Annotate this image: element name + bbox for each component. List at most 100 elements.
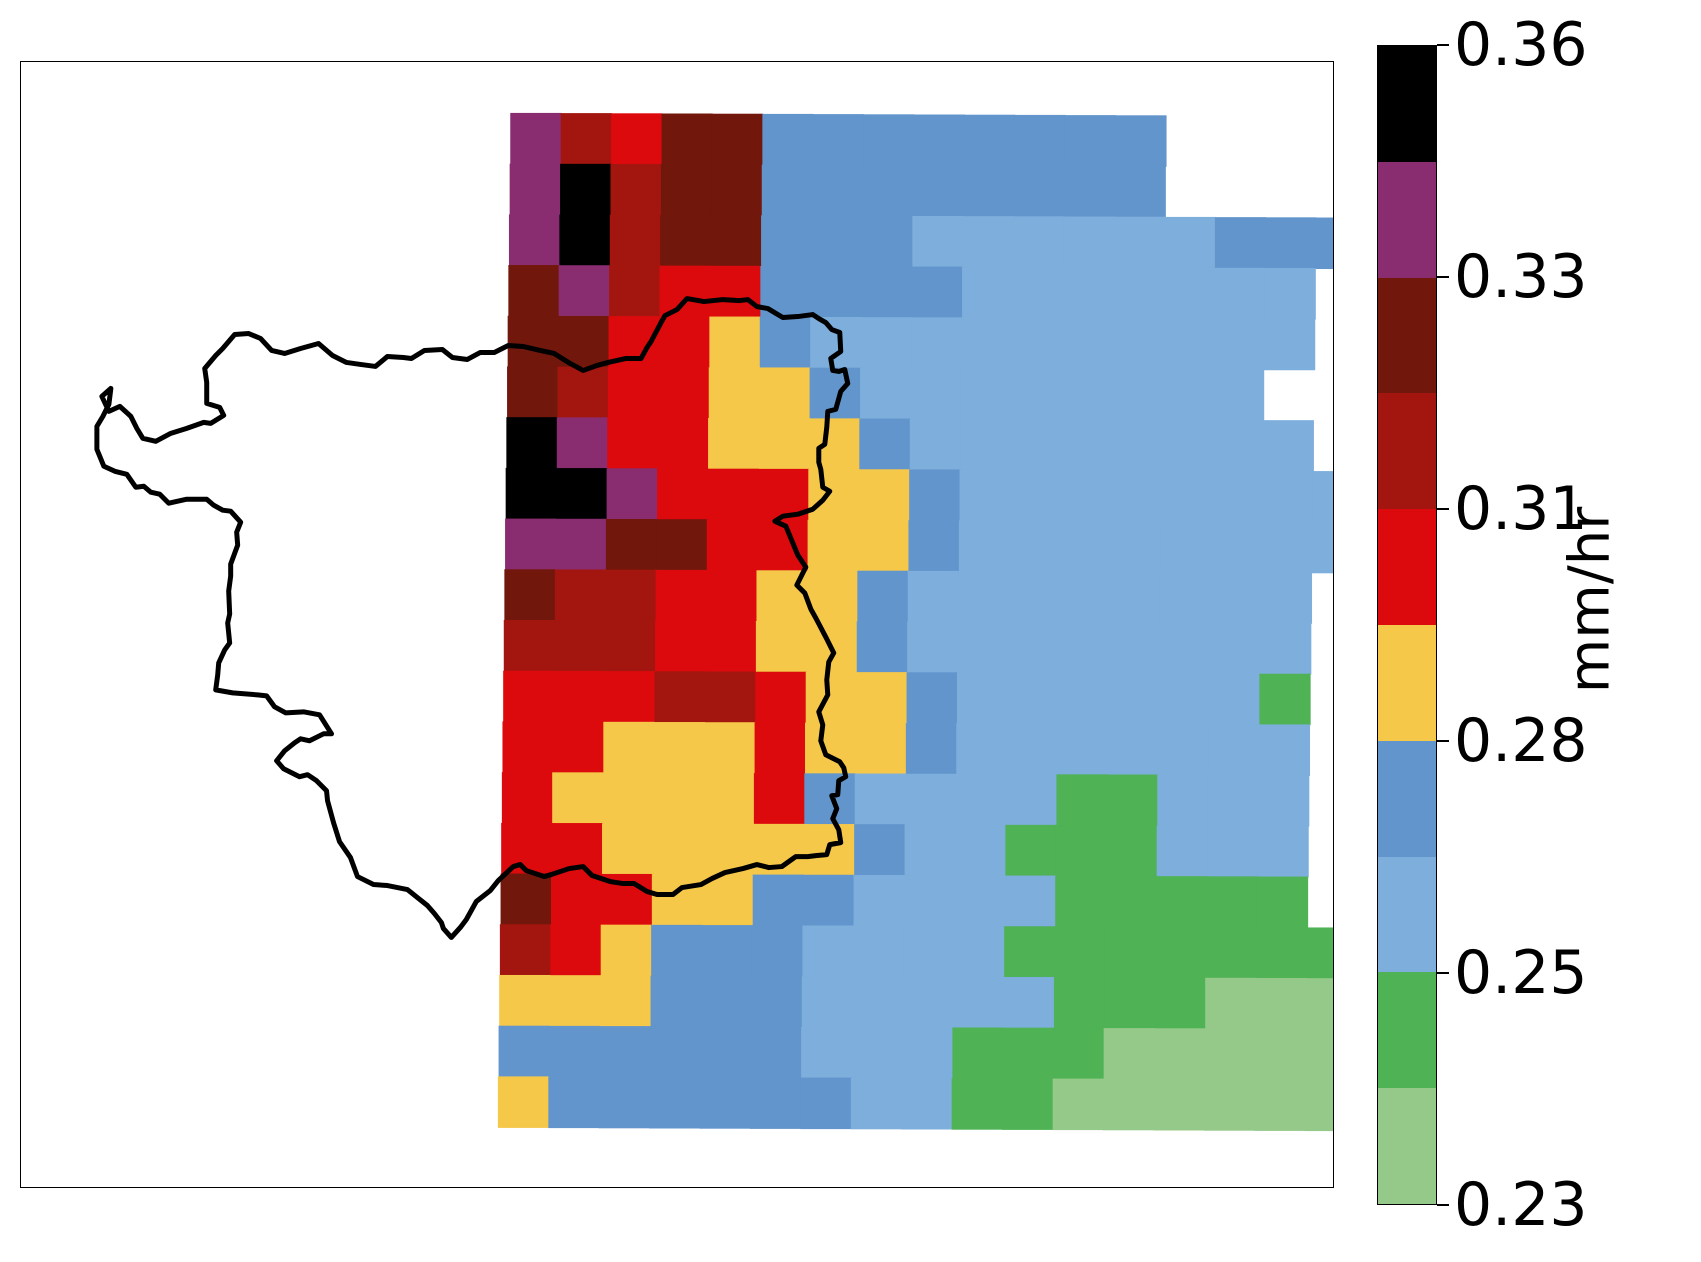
grid-cell — [1212, 369, 1265, 421]
grid-cell — [1014, 114, 1066, 167]
grid-cell — [761, 215, 813, 267]
grid-cell — [1053, 977, 1106, 1029]
grid-cell — [910, 368, 962, 420]
grid-cell — [501, 772, 554, 824]
grid-cell — [556, 468, 608, 520]
grid-cell — [860, 317, 912, 369]
grid-cell — [498, 1025, 550, 1078]
grid-cell — [700, 1026, 752, 1078]
grid-cell — [1007, 622, 1060, 674]
grid-cell — [708, 367, 760, 419]
grid-cell — [1002, 1027, 1055, 1080]
grid-cell — [1114, 166, 1166, 218]
grid-cell — [1055, 875, 1107, 928]
grid-cell — [1205, 977, 1257, 1030]
grid-cell — [750, 1026, 802, 1079]
grid-cell — [958, 520, 1011, 572]
grid-cell — [1211, 470, 1263, 523]
grid-cell — [1254, 1079, 1306, 1131]
grid-cell — [1212, 419, 1264, 472]
grid-cell — [611, 113, 663, 165]
grid-cell — [658, 367, 710, 419]
precipitation-map — [94, 112, 1333, 1132]
grid-cell — [655, 620, 707, 673]
grid-cell — [650, 975, 702, 1028]
grid-cell — [1256, 876, 1309, 929]
grid-cell — [1264, 318, 1316, 371]
colorbar-tick-mark — [1437, 740, 1449, 742]
grid-cell — [755, 671, 807, 724]
map-frame — [20, 61, 1334, 1188]
grid-cell — [802, 925, 854, 977]
grid-cell — [1207, 774, 1259, 827]
grid-cell — [1012, 267, 1064, 319]
grid-cell — [1214, 267, 1266, 320]
precipitation-grid — [497, 112, 1333, 1132]
grid-cell — [913, 114, 965, 167]
grid-cell — [653, 722, 705, 774]
grid-cell — [560, 113, 612, 165]
grid-cell — [852, 976, 904, 1028]
grid-cell — [1207, 825, 1259, 878]
grid-cell — [953, 926, 1005, 978]
grid-cell — [751, 975, 803, 1028]
grid-cell — [707, 468, 759, 521]
grid-cell — [1304, 1079, 1333, 1132]
grid-cell — [752, 874, 804, 927]
colorbar-tick-label: 0.23 — [1454, 1170, 1588, 1240]
grid-cell — [1162, 369, 1214, 421]
grid-cell — [862, 165, 914, 217]
grid-cell — [1108, 673, 1160, 725]
grid-cell — [1264, 268, 1316, 320]
grid-cell — [1010, 419, 1062, 471]
grid-cell — [963, 165, 1015, 217]
grid-cell — [553, 670, 605, 723]
grid-cell — [854, 824, 906, 876]
grid-cell — [907, 621, 959, 674]
grid-cell — [1158, 673, 1210, 725]
grid-cell — [853, 874, 905, 927]
grid-cell — [1210, 572, 1262, 624]
grid-cell — [1115, 115, 1167, 167]
grid-cell — [651, 924, 703, 977]
colorbar-swatch — [1378, 46, 1436, 162]
grid-cell — [1057, 672, 1109, 725]
grid-cell — [550, 873, 603, 926]
grid-cell — [1063, 216, 1115, 269]
grid-cell — [1164, 216, 1216, 269]
grid-cell — [1154, 1028, 1206, 1080]
grid-cell — [548, 1076, 600, 1129]
grid-cell — [557, 366, 609, 419]
grid-cell — [955, 773, 1007, 826]
grid-cell — [552, 721, 605, 774]
grid-cell — [953, 976, 1005, 1029]
grid-cell — [1064, 165, 1116, 218]
grid-cell — [805, 671, 857, 724]
colorbar-tick-label: 0.33 — [1454, 242, 1588, 312]
grid-cell — [1312, 471, 1333, 523]
grid-cell — [905, 723, 958, 775]
grid-cell — [1009, 469, 1062, 522]
grid-cell — [903, 875, 956, 927]
grid-cell — [1260, 623, 1312, 675]
grid-cell — [960, 418, 1012, 471]
grid-cell — [751, 925, 804, 977]
colorbar-tick-mark — [1437, 44, 1449, 46]
grid-cell — [1059, 520, 1111, 573]
colorbar-tick-label: 0.25 — [1454, 938, 1588, 1008]
grid-cell — [1208, 724, 1260, 776]
grid-cell — [1256, 927, 1308, 979]
grid-cell — [956, 723, 1008, 775]
colorbar-swatch — [1378, 972, 1436, 1089]
grid-cell — [704, 671, 757, 724]
colorbar-tick-label: 0.28 — [1454, 706, 1588, 776]
grid-cell — [1007, 672, 1059, 725]
grid-cell — [1005, 824, 1057, 877]
grid-cell — [706, 570, 758, 622]
grid-cell — [699, 1077, 751, 1129]
grid-cell — [657, 468, 709, 520]
grid-cell — [863, 114, 915, 166]
grid-cell — [759, 367, 811, 419]
grid-cell — [812, 164, 864, 217]
grid-cell — [502, 721, 554, 773]
